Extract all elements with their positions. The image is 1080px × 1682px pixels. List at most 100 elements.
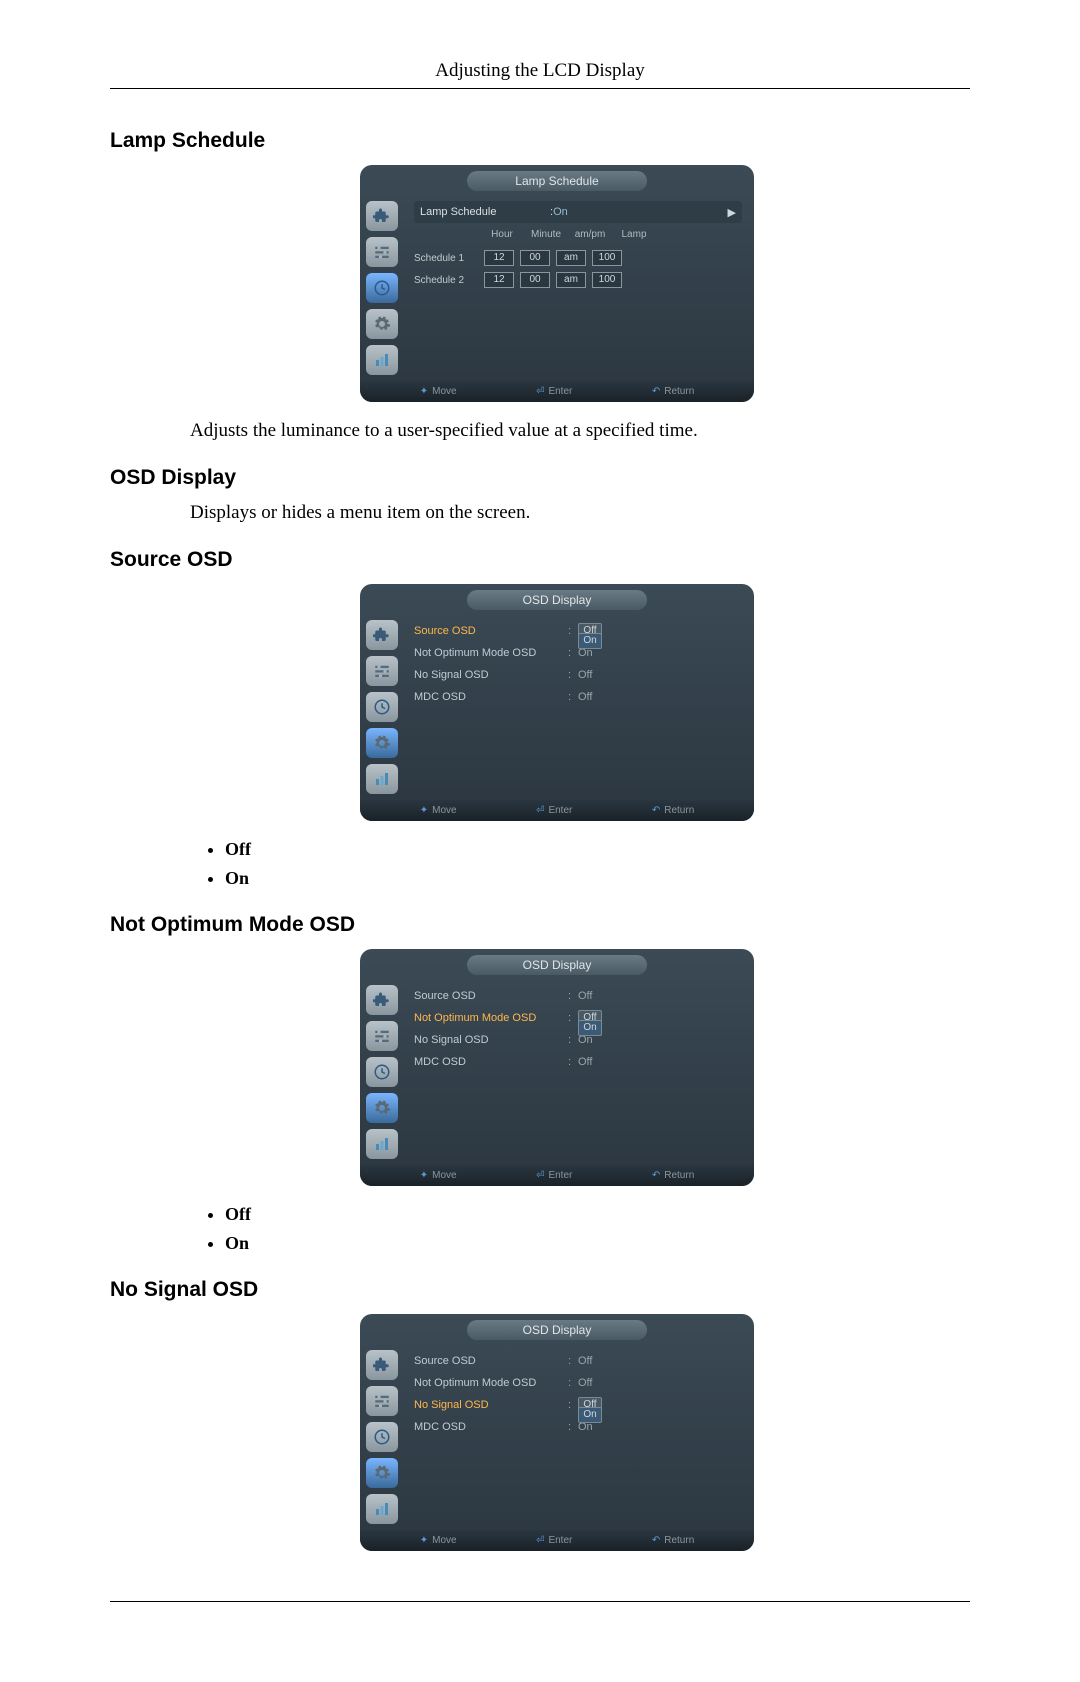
- heading-osd-display: OSD Display: [110, 466, 970, 490]
- puzzle-icon[interactable]: [366, 985, 398, 1015]
- osd-item-row[interactable]: Source OSD :OffOn: [414, 620, 742, 642]
- option-off: Off: [225, 839, 970, 860]
- osd-value-alt[interactable]: On: [578, 1407, 602, 1423]
- osd-item-row[interactable]: No Signal OSD :OffOn: [414, 1394, 742, 1416]
- page-header: Adjusting the LCD Display: [110, 60, 970, 89]
- minute-box[interactable]: 00: [520, 272, 550, 288]
- option-on: On: [225, 868, 970, 889]
- osd-value: Off: [578, 1355, 592, 1367]
- osd-value: Off: [578, 691, 592, 703]
- osd-no-signal: OSD Display Source OSD :Off Not Optimum …: [360, 1314, 754, 1551]
- osd-title: Lamp Schedule: [467, 171, 647, 191]
- gear-icon[interactable]: [366, 1093, 398, 1123]
- option-on: On: [225, 1233, 970, 1254]
- hour-box[interactable]: 12: [484, 272, 514, 288]
- puzzle-icon[interactable]: [366, 201, 398, 231]
- clock-icon[interactable]: [366, 1422, 398, 1452]
- footer-enter: ⏎Enter: [536, 1535, 572, 1546]
- osd-item-label: No Signal OSD: [414, 1034, 564, 1046]
- gear-icon[interactable]: [366, 309, 398, 339]
- chart-icon[interactable]: [366, 1494, 398, 1524]
- footer-return: ↶Return: [652, 1535, 694, 1546]
- gear-icon[interactable]: [366, 1458, 398, 1488]
- schedule-label: Schedule 2: [414, 275, 478, 286]
- osd-footer: ✦Move ⏎Enter ↶Return: [360, 800, 754, 821]
- osd-item-row[interactable]: Not Optimum Mode OSD :OffOn: [414, 1007, 742, 1029]
- osd-footer: ✦Move ⏎Enter ↶Return: [360, 381, 754, 402]
- clock-icon[interactable]: [366, 273, 398, 303]
- lamp-box[interactable]: 100: [592, 272, 622, 288]
- heading-not-optimum: Not Optimum Mode OSD: [110, 913, 970, 937]
- osd-sidebar: [360, 614, 404, 800]
- osd-display-desc: Displays or hides a menu item on the scr…: [190, 502, 970, 524]
- osd-item-label: Source OSD: [414, 1355, 564, 1367]
- lamp-box[interactable]: 100: [592, 250, 622, 266]
- osd-item-label: MDC OSD: [414, 691, 564, 703]
- sliders-icon[interactable]: [366, 237, 398, 267]
- osd-sidebar: [360, 979, 404, 1165]
- puzzle-icon[interactable]: [366, 620, 398, 650]
- osd-sidebar: [360, 195, 404, 381]
- lamp-toggle-row[interactable]: Lamp Schedule : On ▶: [414, 201, 742, 223]
- lamp-col-headers: Hour Minute am/pm Lamp: [414, 229, 742, 247]
- osd-value-alt[interactable]: On: [578, 1020, 602, 1036]
- sliders-icon[interactable]: [366, 1021, 398, 1051]
- heading-source-osd: Source OSD: [110, 548, 970, 572]
- osd-source: OSD Display Source OSD :OffOn Not Optimu…: [360, 584, 754, 821]
- osd-value: Off: [578, 990, 592, 1002]
- osd-footer: ✦Move ⏎Enter ↶Return: [360, 1165, 754, 1186]
- ampm-box[interactable]: am: [556, 272, 586, 288]
- osd-item-row[interactable]: Source OSD :Off: [414, 1350, 742, 1372]
- ampm-box[interactable]: am: [556, 250, 586, 266]
- clock-icon[interactable]: [366, 1057, 398, 1087]
- sliders-icon[interactable]: [366, 1386, 398, 1416]
- osd-title: OSD Display: [467, 1320, 647, 1340]
- chart-icon[interactable]: [366, 764, 398, 794]
- lamp-toggle-label: Lamp Schedule: [420, 206, 550, 218]
- lamp-schedule-desc: Adjusts the luminance to a user-specifie…: [190, 420, 970, 442]
- osd-sidebar: [360, 1344, 404, 1530]
- schedule-row[interactable]: Schedule 1 12 00 am 100: [414, 247, 742, 269]
- chart-icon[interactable]: [366, 1129, 398, 1159]
- chart-icon[interactable]: [366, 345, 398, 375]
- lamp-toggle-value: On: [553, 206, 568, 218]
- gear-icon[interactable]: [366, 728, 398, 758]
- osd-item-row[interactable]: No Signal OSD :Off: [414, 664, 742, 686]
- puzzle-icon[interactable]: [366, 1350, 398, 1380]
- footer-move: ✦Move: [420, 805, 457, 816]
- osd-title: OSD Display: [467, 590, 647, 610]
- osd-item-label: Not Optimum Mode OSD: [414, 1377, 564, 1389]
- footer-move: ✦Move: [420, 386, 457, 397]
- osd-item-label: No Signal OSD: [414, 1399, 564, 1411]
- osd-item-label: Not Optimum Mode OSD: [414, 1012, 564, 1024]
- osd-item-label: Not Optimum Mode OSD: [414, 647, 564, 659]
- schedule-row[interactable]: Schedule 2 12 00 am 100: [414, 269, 742, 291]
- osd-item-row[interactable]: Not Optimum Mode OSD :Off: [414, 1372, 742, 1394]
- heading-lamp-schedule: Lamp Schedule: [110, 129, 970, 153]
- osd-item-label: Source OSD: [414, 625, 564, 637]
- footer-return: ↶Return: [652, 386, 694, 397]
- option-off: Off: [225, 1204, 970, 1225]
- hour-box[interactable]: 12: [484, 250, 514, 266]
- osd-value-alt[interactable]: On: [578, 633, 602, 649]
- osd-item-label: No Signal OSD: [414, 669, 564, 681]
- osd-lamp-schedule: Lamp Schedule Lamp Schedule : On ▶ Hour …: [360, 165, 754, 402]
- osd-item-row[interactable]: MDC OSD :Off: [414, 1051, 742, 1073]
- osd-item-label: Source OSD: [414, 990, 564, 1002]
- sliders-icon[interactable]: [366, 656, 398, 686]
- clock-icon[interactable]: [366, 692, 398, 722]
- footer-enter: ⏎Enter: [536, 386, 572, 397]
- arrow-right-icon[interactable]: ▶: [728, 206, 736, 219]
- osd-value: Off: [578, 1377, 592, 1389]
- schedule-label: Schedule 1: [414, 253, 478, 264]
- osd-item-row[interactable]: MDC OSD :Off: [414, 686, 742, 708]
- osd-title: OSD Display: [467, 955, 647, 975]
- footer-enter: ⏎Enter: [536, 805, 572, 816]
- osd-item-label: MDC OSD: [414, 1421, 564, 1433]
- minute-box[interactable]: 00: [520, 250, 550, 266]
- osd-value: Off: [578, 669, 592, 681]
- footer-rule: [110, 1601, 970, 1602]
- osd-value: Off: [578, 1056, 592, 1068]
- osd-item-row[interactable]: Source OSD :Off: [414, 985, 742, 1007]
- osd-footer: ✦Move ⏎Enter ↶Return: [360, 1530, 754, 1551]
